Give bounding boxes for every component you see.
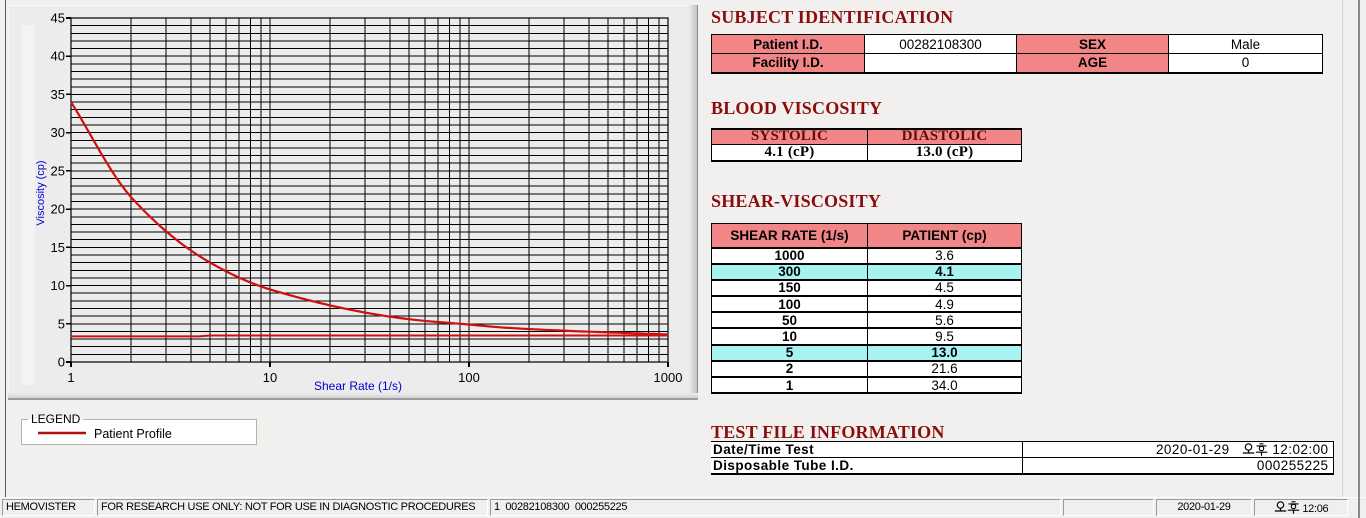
svg-text:Shear Rate (1/s): Shear Rate (1/s) [314, 379, 402, 393]
svg-text:10: 10 [263, 370, 277, 385]
svg-text:1000: 1000 [654, 370, 683, 385]
svg-text:5: 5 [58, 316, 65, 331]
svg-text:Patient Profile: Patient Profile [94, 427, 172, 441]
svg-text:15: 15 [51, 240, 65, 255]
svg-text:1: 1 [67, 370, 74, 385]
svg-text:40: 40 [51, 49, 65, 64]
svg-text:20: 20 [51, 202, 65, 217]
svg-text:100: 100 [458, 370, 480, 385]
svg-text:0: 0 [58, 355, 65, 370]
svg-text:10: 10 [51, 278, 65, 293]
svg-text:30: 30 [51, 125, 65, 140]
svg-text:Viscosity (cp): Viscosity (cp) [35, 160, 47, 225]
svg-text:45: 45 [51, 11, 65, 26]
svg-text:35: 35 [51, 87, 65, 102]
svg-text:25: 25 [51, 163, 65, 178]
